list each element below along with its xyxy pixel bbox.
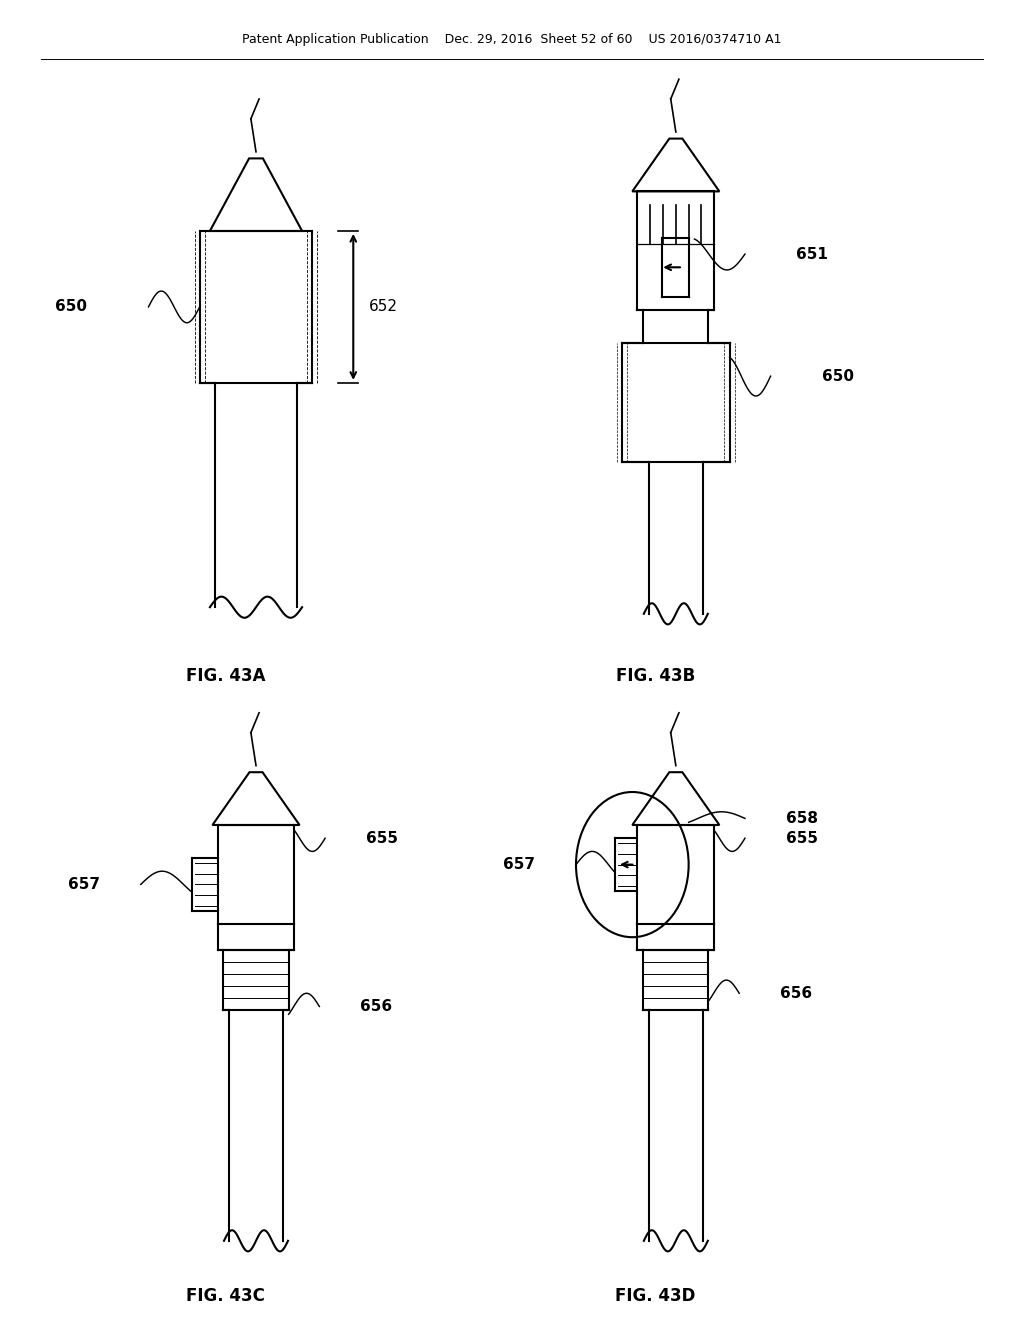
Text: Patent Application Publication    Dec. 29, 2016  Sheet 52 of 60    US 2016/03747: Patent Application Publication Dec. 29, … <box>243 33 781 46</box>
Text: FIG. 43C: FIG. 43C <box>185 1287 265 1305</box>
Text: 656: 656 <box>780 986 812 1001</box>
Text: 655: 655 <box>786 830 818 846</box>
Text: 656: 656 <box>360 999 392 1014</box>
Text: 658: 658 <box>786 810 818 826</box>
Text: 652: 652 <box>369 300 397 314</box>
Text: 650: 650 <box>821 368 854 384</box>
Text: 657: 657 <box>503 857 536 873</box>
Text: 657: 657 <box>68 876 100 892</box>
Text: FIG. 43A: FIG. 43A <box>185 667 265 685</box>
Text: 651: 651 <box>797 247 828 261</box>
Text: 650: 650 <box>55 300 87 314</box>
Text: 655: 655 <box>367 830 398 846</box>
Text: FIG. 43D: FIG. 43D <box>615 1287 695 1305</box>
Text: FIG. 43B: FIG. 43B <box>615 667 695 685</box>
